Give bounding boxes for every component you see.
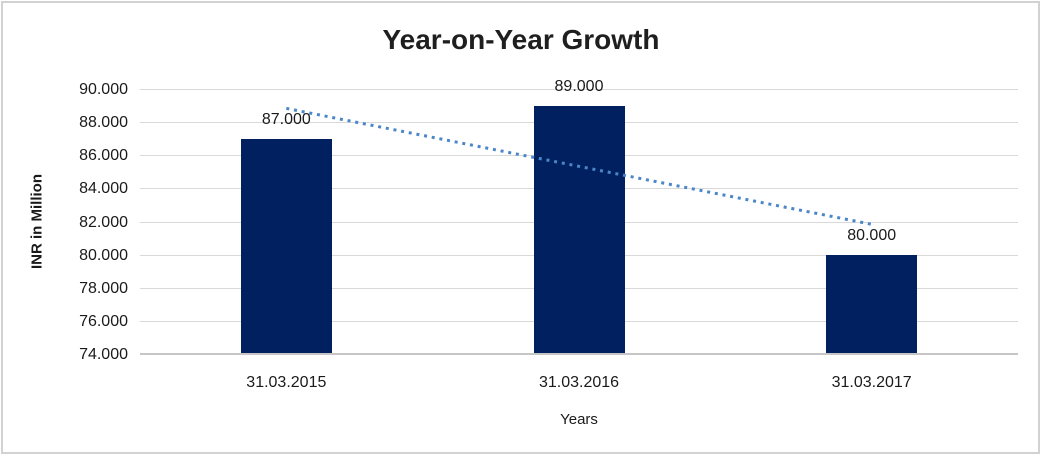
y-tick-label: 86.000 xyxy=(79,147,128,165)
x-axis-line xyxy=(140,353,1018,355)
chart-title: Year-on-Year Growth xyxy=(382,24,660,55)
data-label: 87.000 xyxy=(261,110,311,128)
y-tick-label: 74.000 xyxy=(79,346,128,363)
y-tick-label: 90.000 xyxy=(79,81,128,98)
data-label: 80.000 xyxy=(847,226,897,244)
bar-31.03.2016 xyxy=(533,105,625,353)
y-tick-label: 84.000 xyxy=(79,180,128,198)
bar-31.03.2015 xyxy=(240,138,332,353)
x-axis-title: Years xyxy=(560,411,598,428)
y-tick-label: 82.000 xyxy=(79,213,128,231)
data-label: 89.000 xyxy=(554,77,604,95)
plot-area xyxy=(140,89,1018,355)
x-category-label: 31.03.2015 xyxy=(246,374,327,391)
y-tick-label: 80.000 xyxy=(79,246,128,264)
x-category-label: 31.03.2017 xyxy=(831,374,912,391)
gridline xyxy=(140,89,1018,90)
x-category-label: 31.03.2016 xyxy=(538,374,620,391)
y-tick-label: 76.000 xyxy=(79,312,128,330)
y-tick-label: 78.000 xyxy=(79,279,128,297)
bar-31.03.2017 xyxy=(826,254,918,353)
y-tick-label: 88.000 xyxy=(79,114,128,132)
